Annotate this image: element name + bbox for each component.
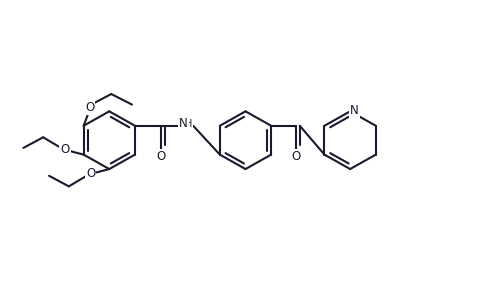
Text: O: O: [156, 150, 165, 163]
Text: N: N: [349, 104, 358, 117]
Text: H: H: [185, 119, 192, 129]
Text: N: N: [179, 117, 188, 130]
Text: O: O: [60, 143, 69, 156]
Text: O: O: [291, 150, 300, 163]
Text: O: O: [86, 167, 95, 180]
Text: O: O: [85, 101, 94, 114]
